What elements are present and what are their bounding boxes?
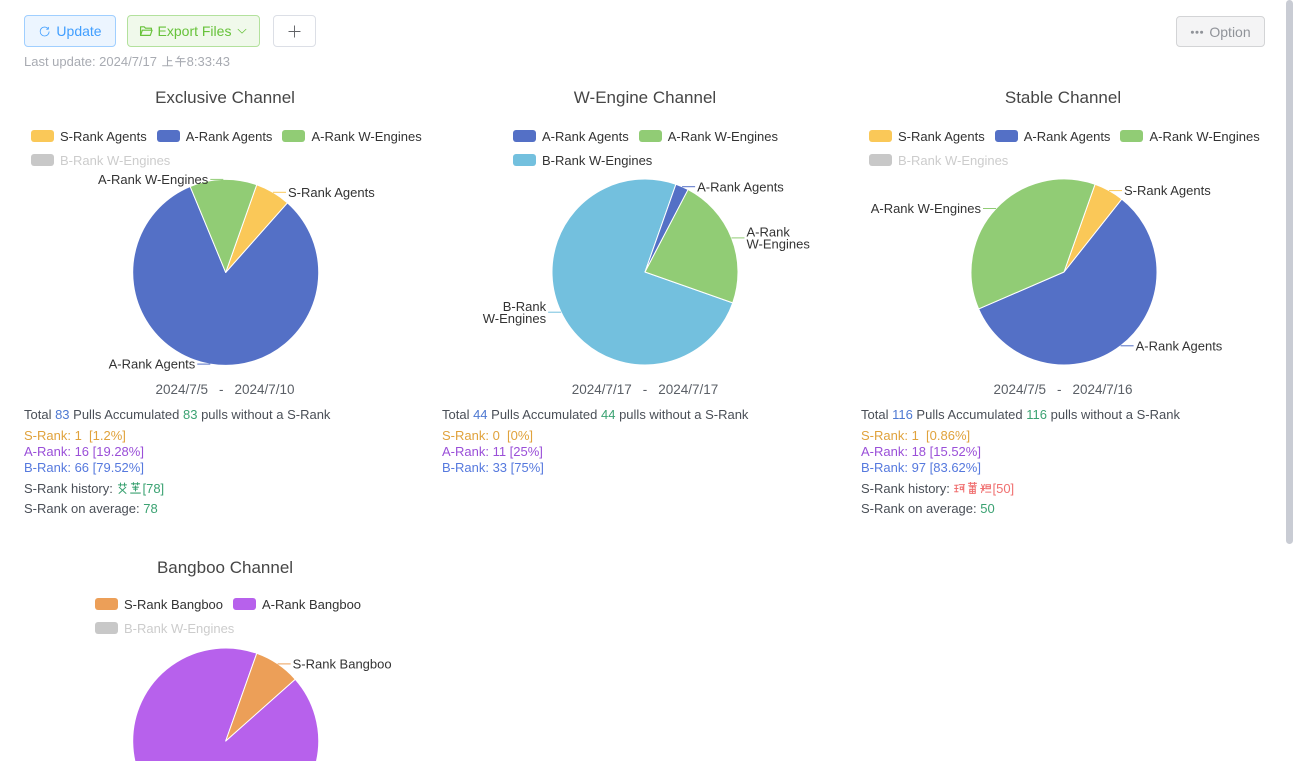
svg-text:A-Rank: A-Rank <box>747 225 791 240</box>
svg-text:A-Rank W-Engines: A-Rank W-Engines <box>98 172 209 187</box>
svg-text:S-Rank Agents: S-Rank Agents <box>1124 183 1211 198</box>
svg-text:W-Engines: W-Engines <box>747 237 811 252</box>
svg-text:S-Rank Bangboo: S-Rank Bangboo <box>293 657 392 672</box>
svg-text:W-Engines: W-Engines <box>483 311 547 326</box>
svg-text:A-Rank Agents: A-Rank Agents <box>1136 338 1223 353</box>
svg-text:B-Rank: B-Rank <box>503 299 547 314</box>
svg-text:A-Rank Agents: A-Rank Agents <box>697 179 784 194</box>
svg-text:A-Rank Agents: A-Rank Agents <box>109 357 196 372</box>
svg-text:S-Rank Agents: S-Rank Agents <box>288 185 375 200</box>
svg-text:A-Rank W-Engines: A-Rank W-Engines <box>871 201 982 216</box>
